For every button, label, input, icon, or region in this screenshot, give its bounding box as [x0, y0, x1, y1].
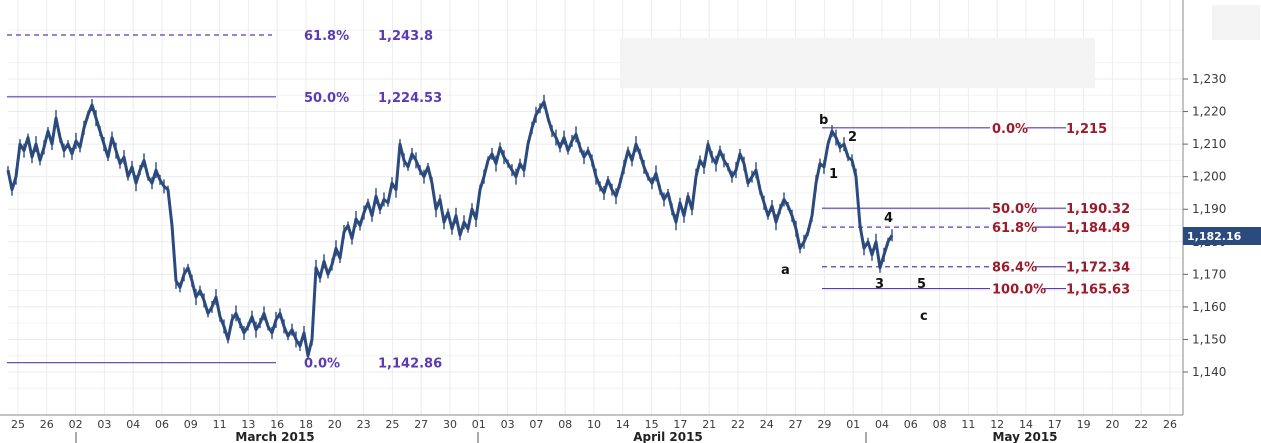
x-tick-label: 22	[731, 418, 745, 431]
fib-right-pct: 50.0%	[992, 202, 1037, 217]
fib-right-value: 1,190.32	[1066, 202, 1130, 217]
x-tick-label: 06	[904, 418, 918, 431]
wave-label: 5	[917, 277, 926, 292]
fib-left-value: 1,243.8	[378, 29, 433, 44]
x-tick-label: 24	[760, 418, 774, 431]
y-tick-label: 1,170	[1192, 267, 1226, 281]
wave-label: b	[819, 113, 828, 128]
x-tick-label: 09	[184, 418, 198, 431]
x-tick-label: 17	[673, 418, 687, 431]
x-tick-label: 11	[961, 418, 975, 431]
x-tick-label: 10	[587, 418, 601, 431]
month-label: May 2015	[992, 430, 1057, 443]
x-tick-label: 03	[501, 418, 515, 431]
y-tick-label: 1,190	[1192, 202, 1226, 216]
x-tick-label: 08	[558, 418, 572, 431]
fib-left-group: 61.8% 1,243.8 50.0% 1,224.53 0.0% 1,142.86	[7, 29, 442, 372]
wave-label: 2	[848, 130, 857, 145]
x-tick-label: 17	[1048, 418, 1062, 431]
x-tick-label: 01	[472, 418, 486, 431]
watermark-box-right	[1212, 5, 1260, 40]
x-tick-label: 07	[529, 418, 543, 431]
x-tick-label: 21	[702, 418, 716, 431]
y-tick-label: 1,140	[1192, 365, 1226, 379]
watermark-box	[620, 38, 1095, 88]
fib-right-value: 1,172.34	[1066, 261, 1130, 276]
x-tick-label: 04	[126, 418, 140, 431]
wave-label: 3	[875, 277, 884, 292]
fib-right-pct: 61.8%	[992, 221, 1037, 236]
x-tick-label: 14	[1019, 418, 1033, 431]
fib-right-pct: 86.4%	[992, 261, 1037, 276]
y-tick-label: 1,160	[1192, 300, 1226, 314]
y-tick-label: 1,150	[1192, 332, 1226, 346]
x-tick-label: 12	[990, 418, 1004, 431]
y-tick-label: 1,210	[1192, 137, 1226, 151]
x-tick-label: 27	[789, 418, 803, 431]
fib-left-pct: 61.8%	[304, 29, 349, 44]
x-tick-label: 23	[357, 418, 371, 431]
y-tick-label: 1,230	[1192, 72, 1226, 86]
x-tick-label: 13	[241, 418, 255, 431]
x-tick-label: 19	[1077, 418, 1091, 431]
month-label: March 2015	[235, 430, 314, 443]
x-tick-label: 20	[1105, 418, 1119, 431]
fib-left-value: 1,224.53	[378, 91, 442, 106]
y-tick-label: 1,200	[1192, 170, 1226, 184]
current-price-tag-bg	[1183, 227, 1261, 245]
fib-left-value: 1,142.86	[378, 357, 442, 372]
fib-right-value: 1,215	[1066, 122, 1107, 137]
x-tick-label: 30	[443, 418, 457, 431]
x-tick-label: 25	[385, 418, 399, 431]
x-tick-label: 04	[875, 418, 889, 431]
wave-labels: b 2 1 4 a 3 5 c	[781, 113, 928, 324]
x-tick-label: 02	[69, 418, 83, 431]
x-tick-label: 16	[270, 418, 284, 431]
y-tick-label: 1,220	[1192, 105, 1226, 119]
wave-label: c	[920, 309, 928, 324]
x-tick-label: 03	[97, 418, 111, 431]
x-tick-label: 06	[155, 418, 169, 431]
x-tick-label: 15	[645, 418, 659, 431]
fib-right-value: 1,184.49	[1066, 221, 1130, 236]
x-tick-label: 22	[1134, 418, 1148, 431]
fib-left-pct: 0.0%	[304, 357, 340, 372]
price-series	[6, 94, 894, 360]
month-label: April 2015	[633, 430, 703, 443]
x-tick-label: 25	[11, 418, 25, 431]
x-tick-label: 26	[1163, 418, 1177, 431]
current-price-value: 1,182.16	[1187, 230, 1242, 243]
x-tick-label: 27	[414, 418, 428, 431]
wave-label: 1	[829, 167, 838, 182]
wave-label: a	[781, 263, 790, 278]
fib-right-group: 0.0% 1,215 50.0% 1,190.32 61.8% 1,184.49 86.4%…	[822, 122, 1130, 298]
x-tick-label: 18	[299, 418, 313, 431]
fib-left-pct: 50.0%	[304, 91, 349, 106]
x-tick-label: 01	[846, 418, 860, 431]
x-tick-label: 08	[933, 418, 947, 431]
month-labels: March 2015 April 2015 May 2015	[75, 430, 1058, 443]
x-tick-label: 11	[213, 418, 227, 431]
current-price-tag: 1,182.16	[1183, 227, 1261, 245]
y-axis-ticks: 1,1401,1501,1601,1701,1801,1901,2001,210…	[1183, 72, 1226, 379]
wave-label: 4	[884, 211, 893, 226]
fib-right-value: 1,165.63	[1066, 283, 1130, 298]
fib-right-pct: 100.0%	[992, 283, 1046, 298]
x-axis-ticks: 25 26 02 03 04 06 09 11 13 16 18 20 23 25 27 30 01 03 07 08…	[11, 418, 1177, 431]
fib-right-pct: 0.0%	[992, 122, 1028, 137]
x-tick-label: 20	[328, 418, 342, 431]
x-tick-label: 14	[616, 418, 630, 431]
x-tick-label: 29	[817, 418, 831, 431]
x-tick-label: 26	[40, 418, 54, 431]
